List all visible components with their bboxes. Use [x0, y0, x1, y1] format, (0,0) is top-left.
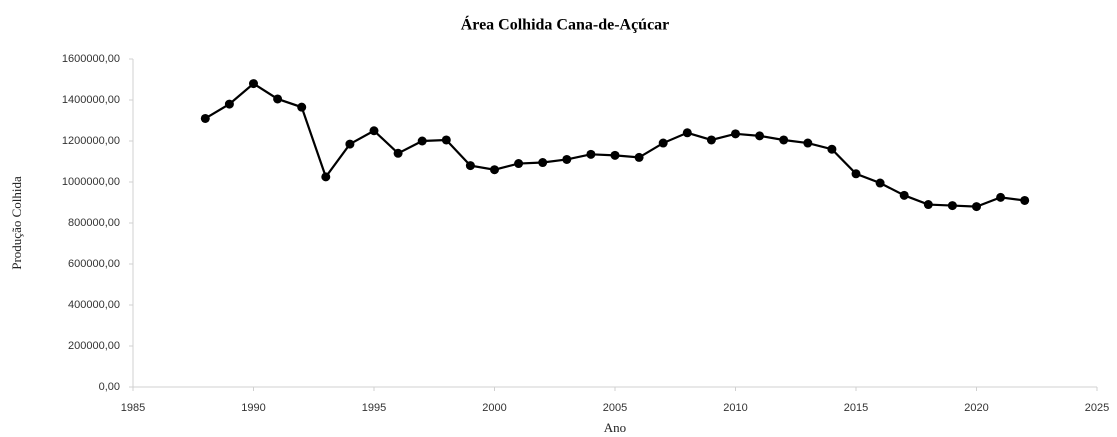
y-tick-label: 800000,00 — [68, 217, 120, 229]
data-point — [417, 136, 427, 146]
x-tick-label: 2010 — [723, 402, 747, 414]
data-point — [1020, 195, 1030, 205]
x-tick-label: 2015 — [844, 402, 868, 414]
y-tick-label: 200000,00 — [68, 340, 120, 352]
x-tick-label: 1995 — [362, 402, 386, 414]
data-point — [393, 148, 403, 158]
y-axis-label: Produção Colhida — [9, 176, 24, 270]
x-tick-label: 1990 — [241, 402, 265, 414]
data-point — [851, 169, 861, 179]
data-point — [224, 99, 234, 109]
data-point — [875, 178, 885, 188]
x-tick-label: 2005 — [603, 402, 627, 414]
data-point — [972, 202, 981, 212]
data-point — [321, 172, 331, 182]
x-tick-label: 2020 — [964, 402, 988, 414]
y-tick-label: 1000000,00 — [62, 176, 120, 188]
y-tick-label: 0,00 — [99, 381, 120, 393]
data-point — [514, 159, 524, 169]
y-tick-label: 1200000,00 — [62, 135, 120, 147]
data-point — [634, 152, 644, 162]
data-point — [996, 192, 1006, 202]
data-point — [803, 138, 813, 148]
x-tick-label: 1985 — [121, 402, 145, 414]
data-point — [586, 149, 596, 159]
data-point — [369, 126, 379, 136]
data-point — [610, 150, 620, 160]
data-point — [706, 135, 716, 145]
data-point — [658, 138, 668, 148]
data-point — [779, 135, 789, 145]
data-point — [755, 131, 765, 141]
data-point — [249, 79, 258, 89]
data-point — [345, 139, 355, 149]
x-tick-label: 2000 — [482, 402, 506, 414]
x-tick-label: 2025 — [1085, 402, 1109, 414]
data-point — [562, 154, 572, 164]
data-point — [200, 113, 210, 123]
data-point — [682, 128, 692, 138]
data-point — [923, 200, 933, 210]
y-tick-label: 1600000,00 — [62, 53, 120, 65]
data-point — [490, 165, 499, 175]
data-point — [273, 94, 283, 104]
data-point — [297, 102, 307, 112]
series-line — [204, 82, 1025, 208]
chart-title: Área Colhida Cana-de-Açúcar — [461, 15, 670, 34]
data-point — [538, 158, 548, 168]
data-point — [731, 129, 740, 139]
data-point — [465, 161, 475, 171]
data-point — [947, 201, 957, 211]
y-tick-label: 600000,00 — [68, 258, 120, 270]
data-point — [899, 190, 909, 200]
data-point — [827, 144, 837, 154]
y-tick-label: 1400000,00 — [62, 94, 120, 106]
data-point — [441, 135, 451, 145]
x-axis-label: Ano — [604, 420, 626, 435]
y-tick-label: 400000,00 — [68, 299, 120, 311]
